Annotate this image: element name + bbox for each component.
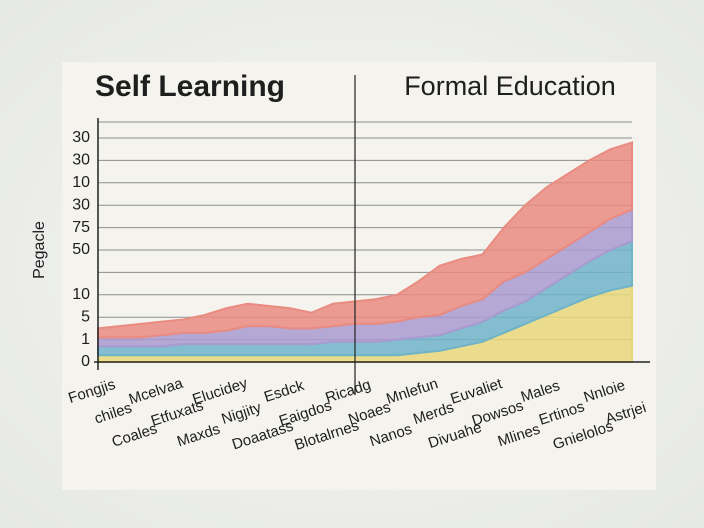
y-tick-label: 0 bbox=[81, 353, 90, 370]
y-tick-label: 1 bbox=[81, 331, 90, 348]
area bbox=[97, 141, 633, 339]
title-left: Self Learning bbox=[95, 70, 285, 103]
y-tick-label: 30 bbox=[72, 129, 90, 146]
y-tick-label: 75 bbox=[72, 219, 90, 236]
y-tick-label: 10 bbox=[72, 286, 90, 303]
y-tick-label: 30 bbox=[72, 196, 90, 213]
y-tick-label: 10 bbox=[72, 174, 90, 191]
y-tick-label: 5 bbox=[81, 308, 90, 325]
y-tick-label: 30 bbox=[72, 152, 90, 169]
y-tick-label: 50 bbox=[72, 241, 90, 258]
y-axis-label: Pegacle bbox=[31, 221, 48, 279]
title-right: Formal Education bbox=[404, 71, 616, 101]
